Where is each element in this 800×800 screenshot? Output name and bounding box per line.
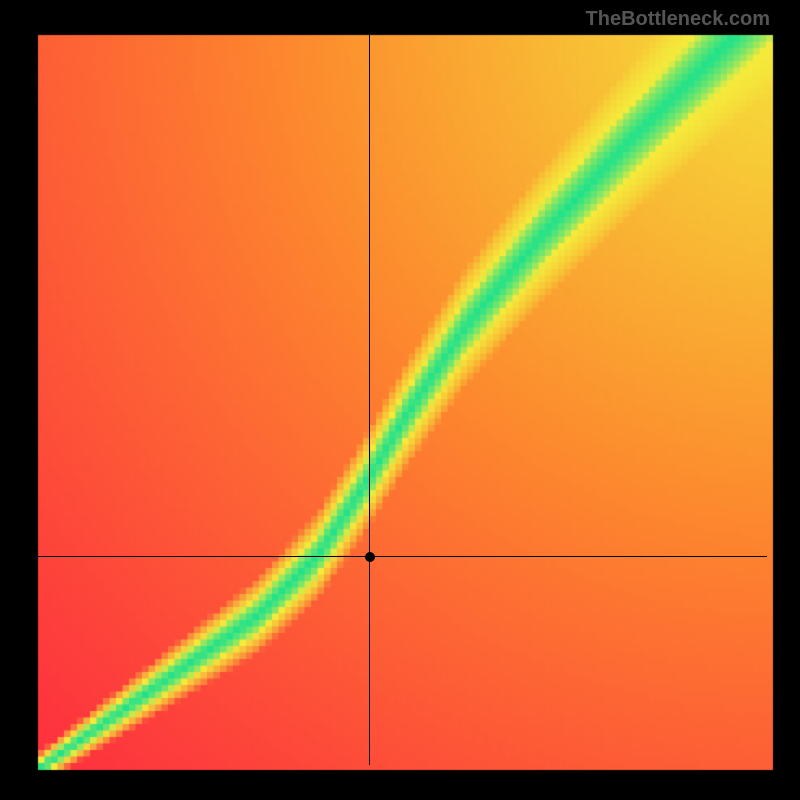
chart-container: { "watermark": { "text": "TheBottleneck.… [0, 0, 800, 800]
crosshair-marker [365, 552, 375, 562]
heatmap-canvas [0, 0, 800, 800]
watermark-text: TheBottleneck.com [586, 8, 770, 31]
crosshair-vertical [369, 35, 370, 765]
crosshair-horizontal [38, 556, 767, 557]
